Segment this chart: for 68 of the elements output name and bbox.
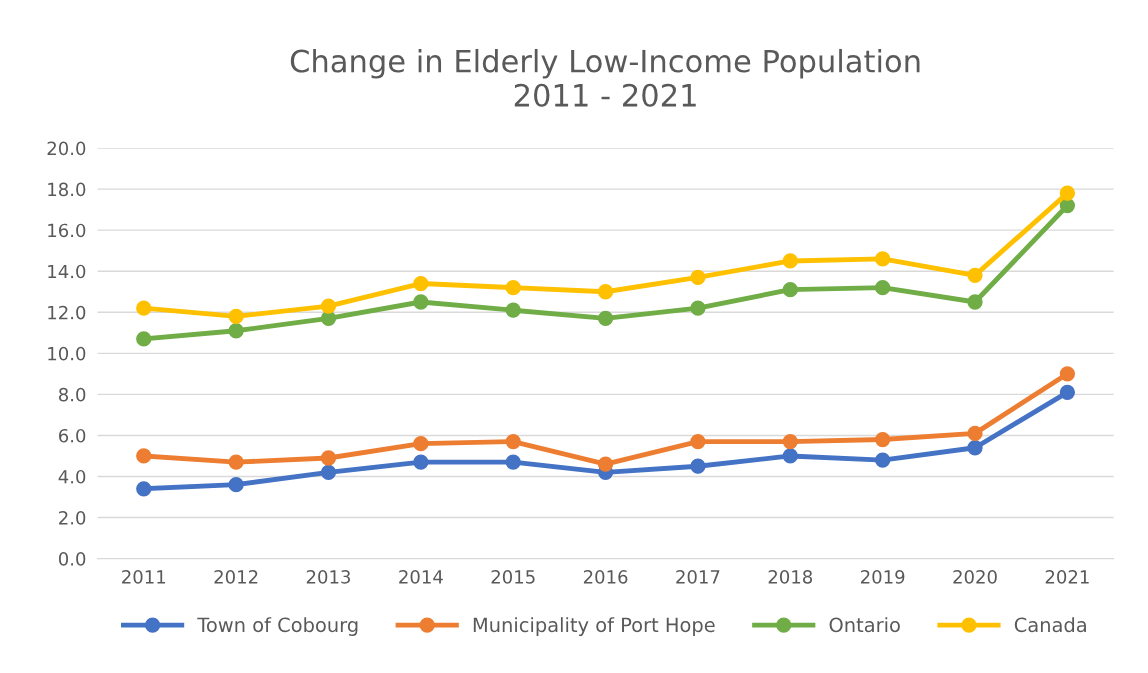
point [782,448,798,464]
point [967,440,983,456]
point [875,431,891,448]
point [1059,366,1076,382]
point [690,269,706,286]
point [597,456,614,472]
x-tick-label: 2012 [214,570,258,584]
y-tick-label: 16.0 [48,223,86,238]
legend-label: Municipality of Port Hope [473,617,715,636]
point [413,294,429,310]
point [136,331,152,347]
y-tick-label: 2.0 [59,511,86,525]
point [505,433,521,450]
point [1059,185,1076,201]
point [320,298,337,314]
point [505,280,521,296]
y-tick-label: 0.0 [58,552,86,566]
point [690,458,706,474]
y-tick-label: 18.0 [48,182,86,197]
point [136,448,152,464]
y-tick-label: 4.0 [58,469,86,484]
y-tick-label: 10.0 [48,346,86,361]
point [505,302,521,318]
point [967,425,983,442]
point [690,433,706,450]
legend-label: Ontario [829,617,900,633]
x-tick-label: 2013 [306,570,351,584]
point [690,300,706,316]
x-tick-label: 2016 [583,570,628,584]
x-tick-label: 2017 [676,570,720,584]
point [228,454,244,470]
x-tick-label: 2014 [399,570,443,584]
point [875,280,891,296]
point [782,433,798,450]
point [228,477,244,493]
point [413,454,429,470]
chart-title: Change in Elderly Low-Income Population 2011 - 2021 [290,48,920,107]
point [136,300,152,316]
x-tick-label: 2021 [1045,570,1089,584]
point [967,294,983,310]
point [228,308,244,325]
point [320,464,337,481]
y-tick-label: 12.0 [48,305,86,320]
x-tick-label: 2020 [953,570,997,584]
point [782,253,798,269]
point [875,251,891,267]
point [1059,384,1076,400]
point [967,267,983,283]
point [505,454,521,470]
x-tick-label: 2015 [491,570,535,584]
y-tick-label: 8.0 [58,387,86,402]
legend-label: Canada [1014,617,1086,633]
x-tick-label: 2011 [122,570,166,584]
point [597,284,614,300]
point [597,310,614,327]
point [320,450,337,466]
y-tick-label: 20.0 [47,141,86,156]
legend-label: Town of Cobourg [197,617,358,636]
point [413,436,429,452]
x-tick-label: 2019 [861,570,905,584]
point [782,282,798,298]
x-tick-label: 2018 [768,570,813,584]
point [136,481,152,497]
point [228,323,244,339]
point [875,452,891,468]
point [413,275,429,292]
y-tick-label: 14.0 [48,264,86,279]
y-tick-label: 6.0 [59,428,86,443]
